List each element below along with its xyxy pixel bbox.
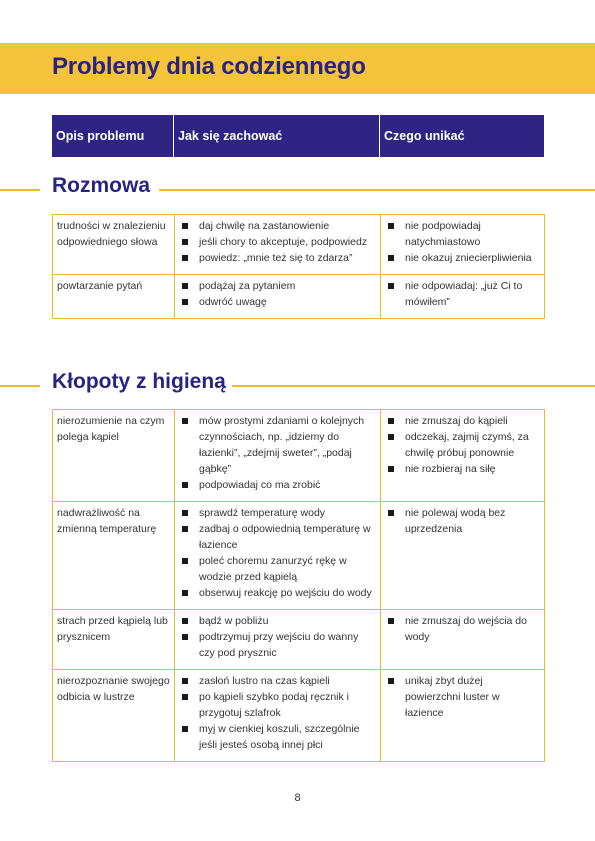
list-item: nie zmuszaj do wejścia do wody [385,613,540,645]
section-rozmowa: Rozmowa [0,174,595,204]
list-item: myj w cienkiej koszuli, szczególnie jeśl… [179,721,376,753]
list-item: jeśli chory to akceptuje, podpowiedz [179,234,376,250]
list-item: nie odpowiadaj: „już Ci to mówiłem” [385,278,540,310]
do-cell: podążaj za pytaniem odwróć uwagę [174,274,381,319]
list-item: odczekaj, zajmij czymś, za chwilę próbuj… [385,429,540,461]
list-item: bądź w pobliżu [179,613,376,629]
list-item: obserwuj reakcję po wejściu do wody [179,585,376,601]
avoid-cell: nie polewaj wodą bez uprzedzenia [380,501,545,610]
list-item: nie okazuj zniecierpliwienia [385,250,540,266]
list-item: mów prostymi zdaniami o kolejnych czynno… [179,413,376,477]
header-problem: Opis problemu [52,115,174,157]
problem-cell: powtarzanie pytań [52,274,175,319]
list-item: unikaj zbyt dużej powierzchni luster w ł… [385,673,540,721]
section-rule-right [159,189,595,191]
table-row: nierozumienie na czym polega kąpiel mów … [52,409,545,502]
list-item: podążaj za pytaniem [179,278,376,294]
problem-cell: strach przed kąpielą lub prysznicem [52,609,175,670]
avoid-cell: nie zmuszaj do kąpieli odczekaj, zajmij … [380,409,545,502]
section-heading: Rozmowa [52,174,151,197]
list-item: daj chwilę na zastanowienie [179,218,376,234]
do-cell: sprawdź temperaturę wody zadbaj o odpowi… [174,501,381,610]
list-item: nie zmuszaj do kąpieli [385,413,540,429]
table-higiena: nierozumienie na czym polega kąpiel mów … [52,409,545,762]
problem-cell: trudności w znalezieniu odpowiedniego sł… [52,214,175,275]
avoid-cell: unikaj zbyt dużej powierzchni luster w ł… [380,669,545,762]
table-row: powtarzanie pytań podążaj za pytaniem od… [52,274,545,319]
list-item: nie polewaj wodą bez uprzedzenia [385,505,540,537]
list-item: poleć choremu zanurzyć rękę w wodzie prz… [179,553,376,585]
header-do: Jak się zachować [174,115,380,157]
problem-cell: nierozumienie na czym polega kąpiel [52,409,175,502]
section-rule-left [0,385,40,387]
table-row: nierozpoznanie swojego odbicia w lustrze… [52,669,545,762]
section-rule-right [232,385,595,387]
list-item: sprawdź temperaturę wody [179,505,376,521]
header-avoid: Czego unikać [384,129,465,143]
do-cell: zasłoń lustro na czas kąpieli po kąpieli… [174,669,381,762]
page-number: 8 [294,792,301,804]
table-row: nadwrażliwość na zmienną temperaturę spr… [52,501,545,610]
problem-cell: nierozpoznanie swojego odbicia w lustrze [52,669,175,762]
do-cell: mów prostymi zdaniami o kolejnych czynno… [174,409,381,502]
list-item: powiedz: „mnie też się to zdarza” [179,250,376,266]
page-title: Problemy dnia codziennego [52,53,366,80]
table-row: strach przed kąpielą lub prysznicem bądź… [52,609,545,670]
title-banner: Problemy dnia codziennego [0,43,595,94]
section-rule-left [0,189,40,191]
table-row: trudności w znalezieniu odpowiedniego sł… [52,214,545,275]
list-item: po kąpieli szybko podaj ręcznik i przygo… [179,689,376,721]
table-rozmowa: trudności w znalezieniu odpowiedniego sł… [52,214,545,319]
section-heading: Kłopoty z higieną [52,370,226,393]
list-item: podpowiadaj co ma zrobić [179,477,376,493]
section-higiena: Kłopoty z higieną [0,370,595,400]
list-item: zasłoń lustro na czas kąpieli [179,673,376,689]
do-cell: bądź w pobliżu podtrzymuj przy wejściu d… [174,609,381,670]
table-header: Opis problemu Jak się zachować Czego uni… [52,115,544,157]
list-item: nie rozbieraj na siłę [385,461,540,477]
avoid-cell: nie odpowiadaj: „już Ci to mówiłem” [380,274,545,319]
list-item: podtrzymuj przy wejściu do wanny czy pod… [179,629,376,661]
avoid-cell: nie zmuszaj do wejścia do wody [380,609,545,670]
avoid-cell: nie podpowiadaj natychmiastowo nie okazu… [380,214,545,275]
list-item: nie podpowiadaj natychmiastowo [385,218,540,250]
list-item: odwróć uwagę [179,294,376,310]
do-cell: daj chwilę na zastanowienie jeśli chory … [174,214,381,275]
problem-cell: nadwrażliwość na zmienną temperaturę [52,501,175,610]
list-item: zadbaj o odpowiednią temperaturę w łazie… [179,521,376,553]
